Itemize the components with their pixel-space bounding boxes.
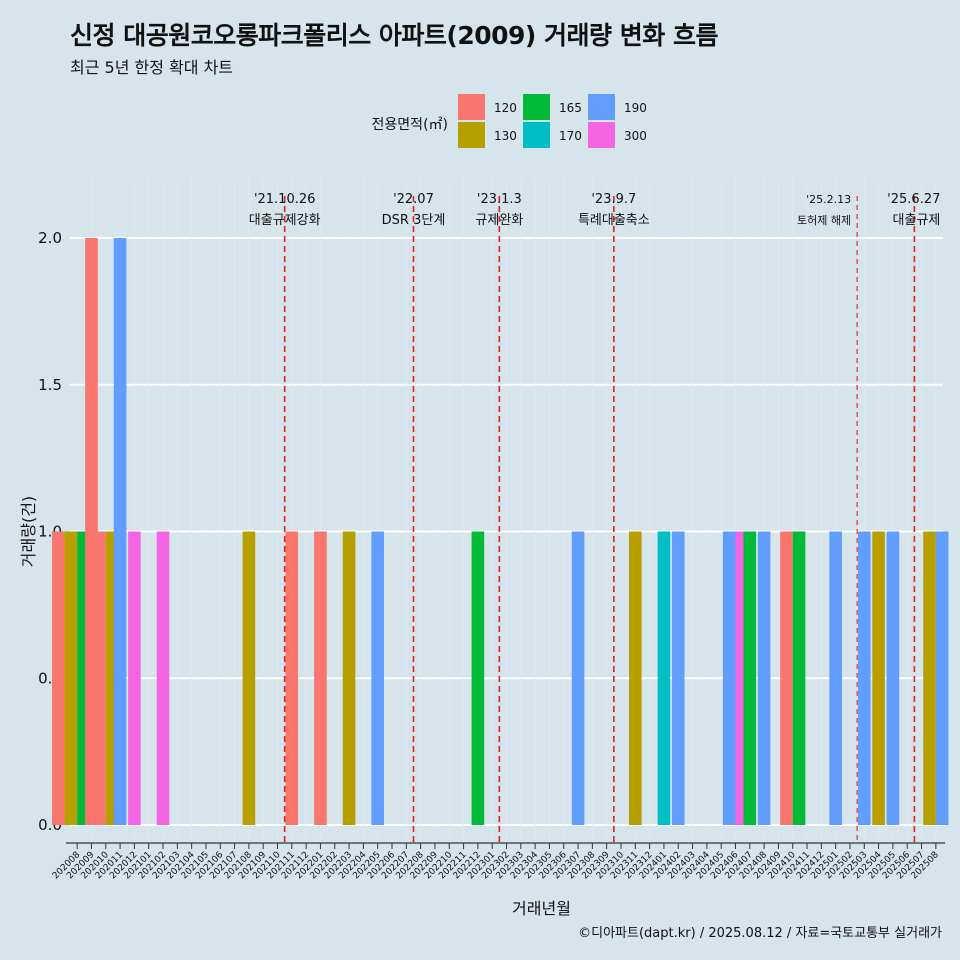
bar-202402-190 — [671, 531, 685, 825]
annotation-date: '22.07 — [393, 192, 434, 207]
annotation-date: '25.2.13 — [806, 193, 851, 206]
legend-label: 130 — [494, 129, 517, 143]
bar-202102-300 — [156, 531, 170, 825]
x-axis-label: 거래년월 — [512, 899, 571, 918]
legend-swatch-165 — [523, 94, 550, 120]
legend-label: 190 — [624, 101, 647, 115]
legend-label: 165 — [559, 101, 582, 115]
bar-202111-120 — [285, 531, 299, 825]
annotation-date: '23.9.7 — [591, 192, 636, 207]
annotation-text: 대출규제 — [893, 213, 941, 228]
bar-202010-120 — [93, 531, 106, 825]
bar-202311-130 — [629, 531, 642, 825]
bar-202008-130 — [64, 531, 78, 825]
bar-202501-190 — [829, 531, 842, 825]
bar-202410-120 — [780, 531, 793, 825]
bar-202008-120 — [51, 531, 65, 825]
bar-202407-165 — [743, 531, 757, 825]
annotation-date: '23.1.3 — [477, 192, 522, 207]
bar-202205-190 — [371, 531, 384, 825]
legend-title: 전용면적(㎡) — [372, 117, 448, 133]
legend-swatch-300 — [588, 122, 615, 148]
bar-202508-190 — [935, 531, 949, 825]
annotation-text: 대출규제강화 — [249, 213, 321, 228]
legend-label: 170 — [559, 129, 582, 143]
source-footer: ©디아파트(dapt.kr) / 2025.08.12 / 자료=국토교통부 실… — [578, 926, 942, 941]
annotation-text: 토허제 해제 — [797, 213, 851, 227]
bar-202504-130 — [872, 531, 885, 825]
bar-202401-170 — [657, 531, 671, 825]
bar-202201-120 — [314, 531, 327, 825]
legend-swatch-130 — [458, 122, 485, 148]
bar-202012-300 — [128, 531, 141, 825]
annotation-date: '25.6.27 — [887, 192, 940, 207]
legend-label: 300 — [624, 129, 647, 143]
chart-title: 신정 대공원코오롱파크폴리스 아파트(2009) 거래량 변화 흐름 — [70, 21, 718, 50]
annotation-date: '21.10.26 — [254, 192, 315, 207]
y-axis-label: 거래량(건) — [19, 496, 38, 567]
bar-202108-130 — [242, 531, 256, 825]
bar-202011-190 — [113, 238, 127, 825]
bar-202408-190 — [757, 531, 771, 825]
bar-202410-165 — [792, 531, 806, 825]
y-tick-label: 2.0 — [38, 229, 62, 247]
annotation-text: 특례대출축소 — [578, 213, 650, 228]
legend-swatch-170 — [523, 122, 550, 148]
bar-202508-130 — [923, 531, 936, 825]
legend-swatch-120 — [458, 94, 485, 120]
bar-202307-190 — [571, 531, 585, 825]
chart-subtitle: 최근 5년 한정 확대 차트 — [70, 58, 234, 77]
bar-202503-190 — [857, 531, 871, 825]
y-tick-label: 1.5 — [38, 376, 62, 394]
bar-202406-190 — [722, 531, 736, 825]
annotation-text: 규제완화 — [475, 213, 523, 228]
bar-202505-190 — [886, 531, 900, 825]
bar-202212-165 — [471, 531, 485, 825]
annotation-text: DSR 3단계 — [382, 213, 446, 228]
legend-label: 120 — [494, 101, 517, 115]
bar-202203-130 — [342, 531, 356, 825]
legend-swatch-190 — [588, 94, 615, 120]
